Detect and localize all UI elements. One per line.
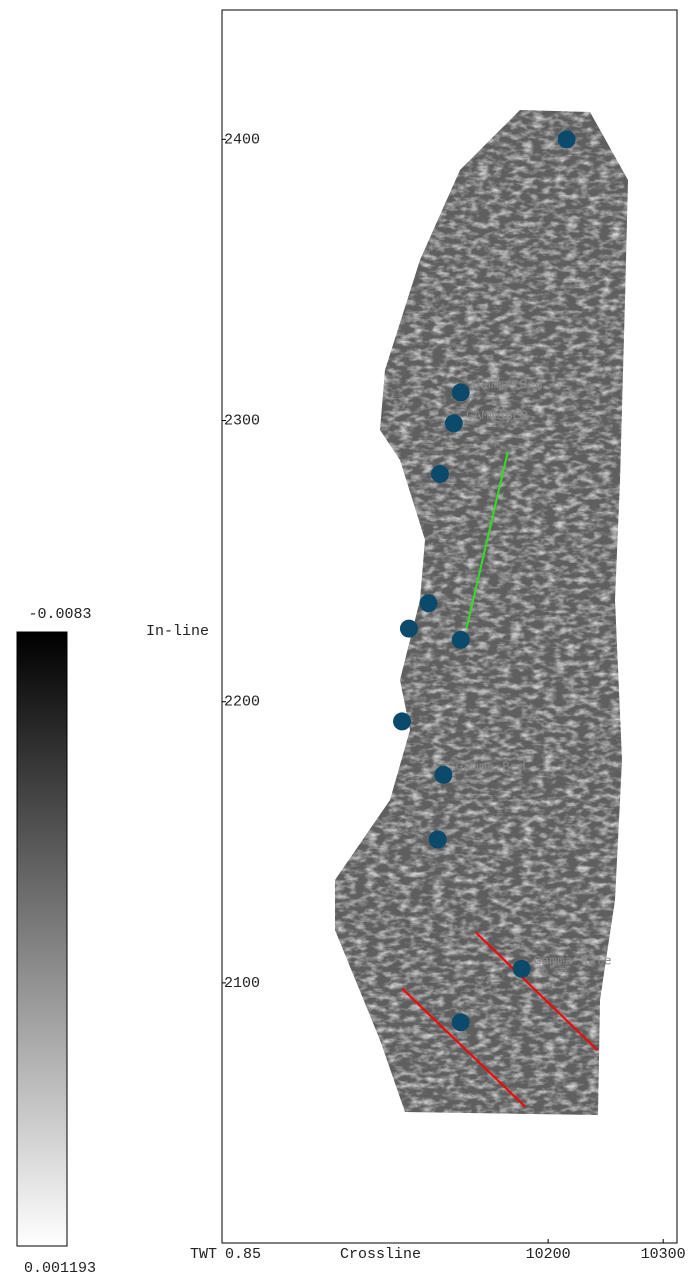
colorbar-min: 0.001193	[24, 1260, 96, 1277]
well-marker	[452, 1013, 470, 1031]
colorbar	[17, 632, 67, 1246]
x-tick-label: 10200	[526, 1246, 571, 1263]
well-marker	[452, 631, 470, 649]
x-tick-label: 10300	[641, 1246, 686, 1263]
x-axis-label: Crossline	[340, 1246, 421, 1263]
well-label: Gamma_Bed	[473, 377, 543, 392]
colorbar-max: -0.0083	[28, 606, 91, 623]
well-label: Gamma_Rate	[534, 953, 612, 968]
well-marker	[445, 414, 463, 432]
well-marker	[513, 960, 531, 978]
y-tick-label: 2400	[224, 131, 260, 148]
y-tick-label: 2200	[224, 694, 260, 711]
well-marker	[400, 620, 418, 638]
well-marker	[429, 830, 447, 848]
time-label: TWT	[190, 1246, 217, 1263]
well-marker	[558, 130, 576, 148]
well-marker	[452, 383, 470, 401]
y-axis-label: In-line	[146, 623, 209, 640]
y-tick-label: 2300	[224, 413, 260, 430]
seismic-map: -0.0083 0.001193 In-line TWT 0.85 Crossl…	[0, 0, 691, 1280]
well-marker	[420, 594, 438, 612]
time-value: 0.85	[225, 1246, 261, 1263]
well-marker	[393, 712, 411, 730]
well-label: Gamma_Bed	[455, 759, 525, 774]
y-tick-label: 2100	[224, 975, 260, 992]
well-marker	[434, 766, 452, 784]
well-marker	[431, 465, 449, 483]
well-label: GAMMABED	[466, 408, 529, 423]
